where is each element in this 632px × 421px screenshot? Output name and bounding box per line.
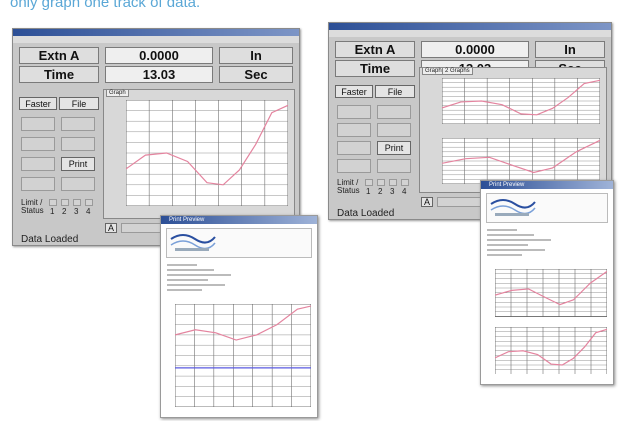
disabled-button[interactable] [337, 105, 371, 119]
logo-box [486, 193, 608, 223]
caption: only graph one track of data. [10, 0, 200, 11]
graph [442, 138, 600, 184]
limit-status-label: Limit / Status [21, 199, 47, 215]
graph [126, 100, 288, 206]
print-preview-window: Print Preview [160, 215, 318, 418]
preview-graph [175, 304, 311, 407]
preview-title: Print Preview [169, 216, 204, 224]
channel-label: 1 [366, 187, 370, 196]
status-text: Data Loaded [337, 208, 394, 219]
disabled-button[interactable] [21, 177, 55, 191]
file-button[interactable]: File [375, 85, 415, 98]
channel-check[interactable] [73, 199, 81, 206]
channel-label: 4 [86, 207, 90, 216]
title-bar [13, 29, 299, 36]
channel-label: 3 [74, 207, 78, 216]
field-label[interactable]: Time [335, 60, 415, 77]
report-text [487, 229, 567, 259]
disabled-button[interactable] [337, 159, 371, 173]
channel-label: 2 [62, 207, 66, 216]
status-text: Data Loaded [21, 234, 78, 245]
field-label[interactable]: Time [19, 66, 99, 83]
field-value: 0.0000 [105, 47, 213, 64]
print-preview-window: Print Preview [480, 180, 614, 385]
disabled-button[interactable] [337, 123, 371, 137]
preview-title: Print Preview [489, 181, 524, 189]
page: only graph one track of data. (() => { c… [0, 0, 632, 421]
logo-box [166, 228, 312, 258]
graph-subtab[interactable]: 2 Graphs [442, 67, 473, 75]
channel-check[interactable] [85, 199, 93, 206]
field-unit[interactable]: Sec [219, 66, 293, 83]
faster-button[interactable]: Faster [19, 97, 57, 110]
graph [442, 78, 600, 124]
field-value: 0.0000 [421, 41, 529, 58]
channel-label: 3 [390, 187, 394, 196]
channel-check[interactable] [61, 199, 69, 206]
disabled-button[interactable] [61, 137, 95, 151]
scroll-button[interactable]: A [105, 223, 117, 233]
channel-check[interactable] [49, 199, 57, 206]
channel-check[interactable] [377, 179, 385, 186]
menu-bar [13, 36, 299, 43]
disabled-button[interactable] [377, 159, 411, 173]
channel-check[interactable] [365, 179, 373, 186]
field-label[interactable]: Extn A [19, 47, 99, 64]
field-unit[interactable]: In [535, 41, 605, 58]
menu-bar [329, 30, 611, 37]
disabled-button[interactable] [377, 105, 411, 119]
logo [489, 196, 537, 220]
disabled-button[interactable] [337, 141, 371, 155]
preview-graph [495, 269, 607, 317]
faster-button[interactable]: Faster [335, 85, 373, 98]
print-button[interactable]: Print [377, 141, 411, 155]
disabled-button[interactable] [21, 117, 55, 131]
file-button[interactable]: File [59, 97, 99, 110]
channel-check[interactable] [389, 179, 397, 186]
channel-label: 4 [402, 187, 406, 196]
channel-label: 1 [50, 207, 54, 216]
channel-label: 2 [378, 187, 382, 196]
print-button[interactable]: Print [61, 157, 95, 171]
graph-tab[interactable]: Graph [106, 89, 129, 97]
field-value: 13.03 [105, 66, 213, 83]
disabled-button[interactable] [61, 177, 95, 191]
disabled-button[interactable] [21, 137, 55, 151]
graph-panel: Graph [103, 89, 295, 219]
disabled-button[interactable] [61, 117, 95, 131]
report-text [167, 264, 247, 294]
limit-status-label: Limit / Status [337, 179, 363, 195]
preview-graph [495, 327, 607, 375]
field-label[interactable]: Extn A [335, 41, 415, 58]
logo [169, 231, 217, 255]
disabled-button[interactable] [377, 123, 411, 137]
field-unit[interactable]: In [219, 47, 293, 64]
channel-check[interactable] [401, 179, 409, 186]
scroll-button[interactable]: A [421, 197, 433, 207]
title-bar [329, 23, 611, 30]
disabled-button[interactable] [21, 157, 55, 171]
